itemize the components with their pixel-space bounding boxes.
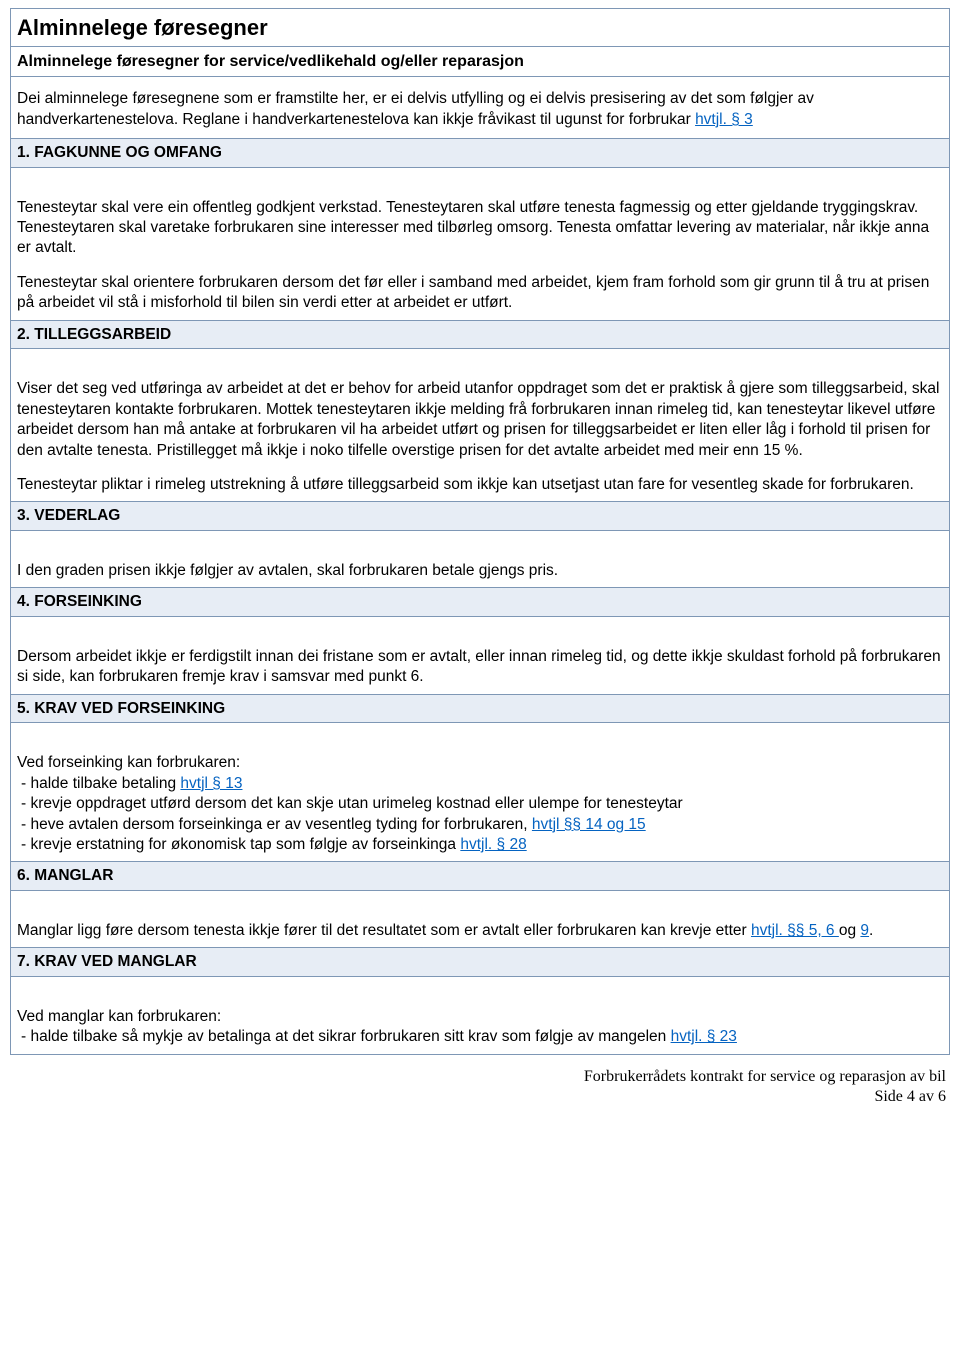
- bullet-list: - halde tilbake betaling hvtjl § 13 - kr…: [17, 774, 943, 856]
- text: og: [839, 922, 861, 939]
- paragraph: Tenesteytar pliktar i rimeleg utstreknin…: [17, 475, 943, 495]
- section-body-4: Dersom arbeidet ikkje er ferdigstilt inn…: [11, 616, 950, 694]
- page-footer: Forbrukerrådets kontrakt for service og …: [10, 1067, 950, 1107]
- law-link-hvtjl-28[interactable]: hvtjl. § 28: [460, 836, 526, 853]
- list-item: - halde tilbake så mykje av betalinga at…: [21, 1027, 943, 1047]
- section-body-2: Viser det seg ved utføringa av arbeidet …: [11, 349, 950, 502]
- text: Manglar ligg føre dersom tenesta ikkje f…: [17, 922, 751, 939]
- law-link-hvtjl-9[interactable]: 9: [860, 922, 869, 939]
- law-link-hvtjl-5-6[interactable]: hvtjl. §§ 5, 6: [751, 922, 839, 939]
- list-intro: Ved forseinking kan forbrukaren:: [17, 753, 943, 773]
- section-body-1: Tenesteytar skal vere ein offentleg godk…: [11, 167, 950, 320]
- list-text: - halde tilbake så mykje av betalinga at…: [21, 1028, 671, 1045]
- law-link-hvtjl-13[interactable]: hvtjl § 13: [180, 775, 242, 792]
- list-text: - krevje erstatning for økonomisk tap so…: [21, 836, 460, 853]
- paragraph: Dersom arbeidet ikkje er ferdigstilt inn…: [17, 647, 943, 688]
- list-item: - halde tilbake betaling hvtjl § 13: [21, 774, 943, 794]
- paragraph: Manglar ligg føre dersom tenesta ikkje f…: [17, 921, 943, 941]
- section-header-5: 5. KRAV VED FORSEINKING: [11, 694, 950, 722]
- footer-line-2: Side 4 av 6: [10, 1087, 946, 1107]
- section-header-1: 1. FAGKUNNE OG OMFANG: [11, 139, 950, 167]
- law-link-hvtjl-23[interactable]: hvtjl. § 23: [671, 1028, 737, 1045]
- section-body-3: I den graden prisen ikkje følgjer av avt…: [11, 530, 950, 587]
- document-page: Alminnelege føresegner Alminnelege føres…: [0, 0, 960, 1117]
- law-link-hvtjl-3[interactable]: hvtjl. § 3: [695, 111, 753, 128]
- list-item: - krevje erstatning for økonomisk tap so…: [21, 835, 943, 855]
- page-subtitle: Alminnelege føresegner for service/vedli…: [11, 47, 950, 77]
- law-link-hvtjl-14-15[interactable]: hvtjl §§ 14 og 15: [532, 816, 646, 833]
- bullet-list: - halde tilbake så mykje av betalinga at…: [17, 1027, 943, 1047]
- list-text: - heve avtalen dersom forseinkinga er av…: [21, 816, 532, 833]
- list-intro: Ved manglar kan forbrukaren:: [17, 1007, 943, 1027]
- page-title: Alminnelege føresegner: [11, 9, 950, 47]
- list-text: - halde tilbake betaling: [21, 775, 180, 792]
- paragraph: Viser det seg ved utføringa av arbeidet …: [17, 379, 943, 461]
- list-item: - heve avtalen dersom forseinkinga er av…: [21, 815, 943, 835]
- text: .: [869, 922, 873, 939]
- section-header-4: 4. FORSEINKING: [11, 588, 950, 616]
- section-header-6: 6. MANGLAR: [11, 862, 950, 890]
- content-table: Alminnelege føresegner Alminnelege føres…: [10, 8, 950, 1055]
- list-item: - krevje oppdraget utførd dersom det kan…: [21, 794, 943, 814]
- intro-paragraph: Dei alminnelege føresegnene som er frams…: [11, 77, 950, 139]
- section-header-3: 3. VEDERLAG: [11, 502, 950, 530]
- section-body-5: Ved forseinking kan forbrukaren: - halde…: [11, 723, 950, 862]
- paragraph: Tenesteytar skal orientere forbrukaren d…: [17, 273, 943, 314]
- section-header-2: 2. TILLEGGSARBEID: [11, 320, 950, 348]
- footer-line-1: Forbrukerrådets kontrakt for service og …: [10, 1067, 946, 1087]
- section-body-7: Ved manglar kan forbrukaren: - halde til…: [11, 976, 950, 1054]
- list-text: - krevje oppdraget utførd dersom det kan…: [21, 795, 683, 812]
- section-header-7: 7. KRAV VED MANGLAR: [11, 948, 950, 976]
- paragraph: Tenesteytar skal vere ein offentleg godk…: [17, 198, 943, 259]
- section-body-6: Manglar ligg føre dersom tenesta ikkje f…: [11, 890, 950, 947]
- paragraph: I den graden prisen ikkje følgjer av avt…: [17, 561, 943, 581]
